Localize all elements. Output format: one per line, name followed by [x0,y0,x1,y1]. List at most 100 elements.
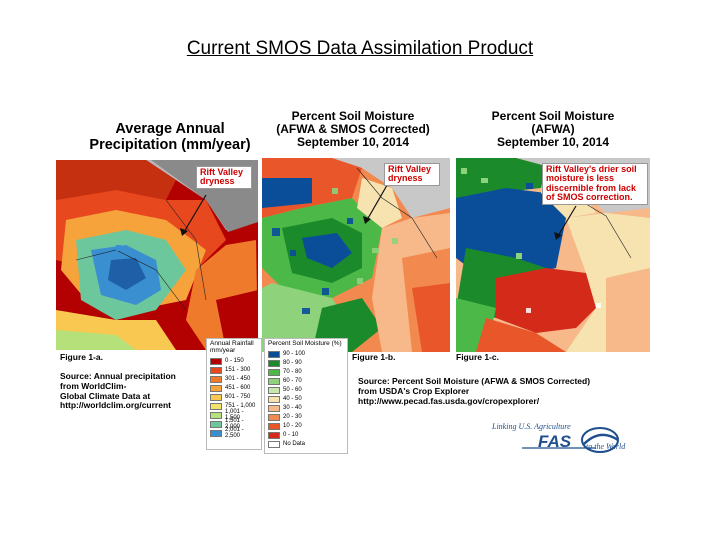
legend-entry: 751 - 1,000 [210,402,258,411]
legend-label: 70 - 80 [283,369,302,376]
fas-logo-sub: to the World [586,442,626,451]
soil-moisture-legend-title: Percent Soil Moisture (%) [268,340,342,347]
legend-swatch [268,431,280,439]
panel-a-title-line1: Average Annual [115,121,225,137]
legend-label: 0 - 150 [225,358,244,365]
legend-swatch [210,429,222,437]
source-a-line: from WorldClim- [60,380,127,391]
soil-moisture-legend: Percent Soil Moisture (%) 90 - 100 80 - 9… [264,338,348,454]
legend-entry: 60 - 70 [268,377,344,386]
legend-swatch [268,350,280,358]
panel-a-title: Average Annual Precipitation (mm/year) [70,121,270,153]
rainfall-legend-title: Annual Rainfall mm/year [210,340,258,355]
figure-1b-label: Figure 1-b. [352,352,396,362]
panel-c-title-line1: Percent Soil Moisture [491,109,615,123]
legend-label: 151 - 300 [225,367,251,374]
legend-label: 30 - 40 [283,405,302,412]
legend-entry: 80 - 90 [268,359,344,368]
legend-entry: 301 - 450 [210,375,258,384]
legend-label: No Data [283,441,306,448]
rainfall-legend-unit: mm/year [210,346,236,354]
legend-entry: 30 - 40 [268,404,344,413]
legend-swatch [268,422,280,430]
panel-c-title-line3: September 10, 2014 [496,134,610,149]
legend-entry: 90 - 100 [268,350,344,359]
source-a: Source: Annual precipitation from WorldC… [60,371,200,411]
panel-c-callout: Rift Valley's drier soil moisture is les… [542,163,648,205]
legend-entry: 601 - 750 [210,393,258,402]
legend-label: 1,501 - 2,000 [225,418,244,431]
panel-a-title-line2: Precipitation (mm/year) [89,136,251,153]
legend-swatch [268,395,280,403]
figure-1a-label: Figure 1-a. [60,352,103,362]
panel-c-title: Percent Soil Moisture (AFWA) September 1… [458,110,648,149]
rainfall-legend: Annual Rainfall mm/year 0 - 150 151 - 300… [206,338,262,450]
legend-entry: 20 - 30 [268,413,344,422]
soil-moisture-corrected-map [262,158,450,352]
slide-title: Current SMOS Data Assimilation Product [186,38,534,59]
legend-swatch [210,420,222,428]
legend-label: 601 - 750 [225,394,251,401]
soil-moisture-afwa-map [456,158,650,352]
legend-label: 60 - 70 [283,378,302,385]
legend-swatch [210,366,222,374]
legend-swatch [268,359,280,367]
precipitation-map [56,160,258,350]
legend-entry: 2,001 - 2,500 [210,427,258,440]
source-b: Source: Percent Soil Moisture (AFWA & SM… [358,376,628,406]
source-b-line: Source: Percent Soil Moisture (AFWA & SM… [358,376,591,386]
legend-label: 451 - 600 [225,385,251,392]
panel-b-title-line1: Percent Soil Moisture [291,109,415,123]
legend-swatch [210,357,222,365]
source-b-line: from USDA's Crop Explorer [358,385,470,396]
legend-entry: 50 - 60 [268,386,344,395]
fas-logo: Linking U.S. Agriculture FAS to the Worl… [492,418,642,456]
legend-swatch [268,386,280,394]
legend-label: 40 - 50 [283,396,302,403]
legend-swatch [268,440,280,448]
legend-entry: 151 - 300 [210,366,258,375]
legend-entry: 0 - 10 [268,431,344,440]
legend-label: 80 - 90 [283,360,302,367]
legend-label: 10 - 20 [283,423,302,430]
legend-entry: 451 - 600 [210,384,258,393]
legend-entry: 1,001 - 1,500 [210,409,258,422]
fas-logo-main: FAS [538,432,572,451]
legend-swatch [210,402,222,410]
legend-swatch [268,404,280,412]
panel-a-callout: Rift Valley dryness [196,166,252,189]
legend-entry: 0 - 150 [210,357,258,366]
panel-c-title-line2: (AFWA) [531,121,575,136]
legend-swatch [268,377,280,385]
legend-swatch [210,384,222,392]
panel-b-title-line2: (AFWA & SMOS Corrected) [276,121,430,136]
source-a-line: Source: Annual precipitation [60,371,176,381]
source-a-link: http://worldclim.org/current [60,400,171,411]
legend-swatch [268,413,280,421]
legend-label: 90 - 100 [283,351,306,358]
legend-swatch [210,375,222,383]
legend-label: 751 - 1,000 [225,403,256,410]
panel-b-callout: Rift Valley dryness [384,163,440,186]
source-a-line: Global Climate Data at [60,390,151,401]
legend-label: 0 - 10 [283,432,299,439]
source-b-link: http://www.pecad.fas.usda.gov/cropexplor… [358,395,540,406]
legend-entry: 10 - 20 [268,422,344,431]
legend-label: 301 - 450 [225,376,251,383]
legend-label: 1,001 - 1,500 [225,409,244,422]
legend-entry: No Data [268,440,344,449]
figure-1c-label: Figure 1-c. [456,352,499,362]
panel-b-title: Percent Soil Moisture (AFWA & SMOS Corre… [258,110,448,149]
legend-swatch [210,393,222,401]
legend-entry: 70 - 80 [268,368,344,377]
legend-swatch [268,368,280,376]
legend-entry: 1,501 - 2,000 [210,418,258,431]
legend-label: 2,001 - 2,500 [225,427,244,440]
panel-b-title-line3: September 10, 2014 [296,134,410,149]
legend-swatch [210,411,222,419]
legend-entry: 40 - 50 [268,395,344,404]
rainfall-legend-title-line: Annual Rainfall [210,340,254,347]
legend-label: 50 - 60 [283,387,302,394]
legend-label: 20 - 30 [283,414,302,421]
fas-logo-tagline: Linking U.S. Agriculture [492,422,571,431]
